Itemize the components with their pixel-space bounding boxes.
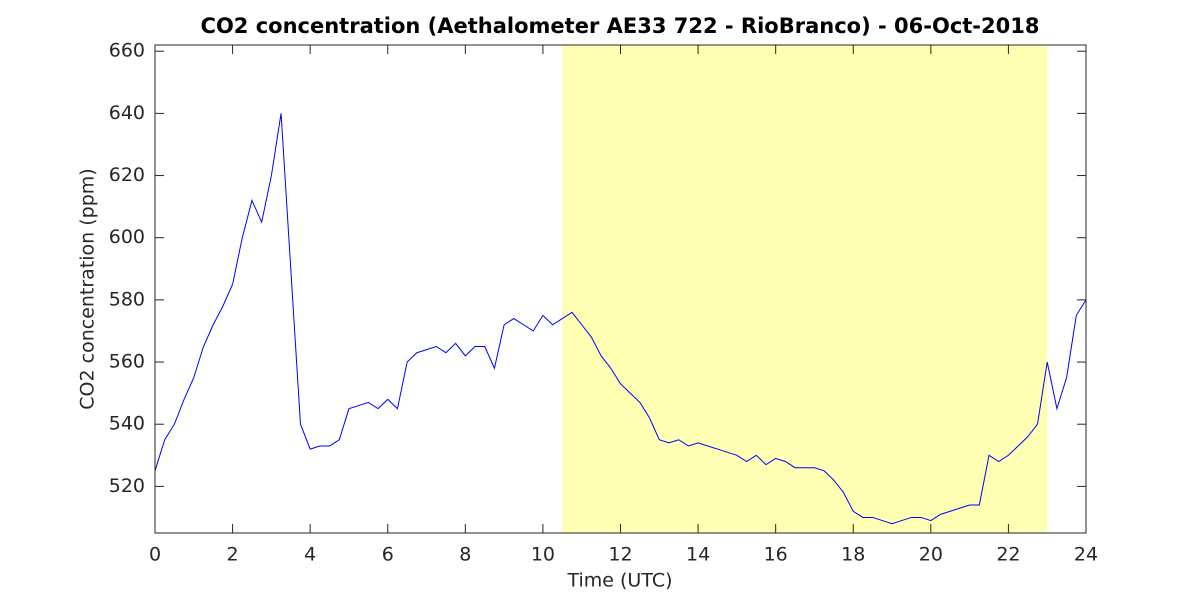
x-tick-label: 18	[841, 544, 865, 566]
x-tick-label: 6	[382, 544, 394, 566]
x-tick-label: 16	[764, 544, 788, 566]
y-tick-label: 600	[109, 226, 145, 248]
y-tick-label: 640	[109, 102, 145, 124]
highlight-region	[562, 45, 1048, 533]
x-tick-label: 4	[304, 544, 316, 566]
x-tick-label: 12	[608, 544, 632, 566]
x-tick-label: 14	[686, 544, 710, 566]
x-tick-label: 0	[149, 544, 161, 566]
y-tick-label: 540	[109, 413, 145, 435]
y-tick-label: 520	[109, 475, 145, 497]
x-tick-label: 20	[919, 544, 943, 566]
x-axis-label: Time (UTC)	[566, 570, 672, 592]
x-tick-label: 10	[531, 544, 555, 566]
chart-title: CO2 concentration (Aethalometer AE33 722…	[201, 14, 1040, 38]
y-tick-label: 560	[109, 351, 145, 373]
y-tick-label: 620	[109, 164, 145, 186]
y-axis-label: CO2 concentration (ppm)	[77, 168, 99, 409]
data-line	[154, 113, 1087, 525]
x-tick-label: 8	[459, 544, 471, 566]
y-tick-label: 660	[109, 40, 145, 62]
y-tick-label: 580	[109, 288, 145, 310]
x-tick-label: 2	[227, 544, 239, 566]
plot-frame	[154, 44, 1087, 534]
x-tick-label: 24	[1074, 544, 1098, 566]
x-tick-label: 22	[996, 544, 1020, 566]
